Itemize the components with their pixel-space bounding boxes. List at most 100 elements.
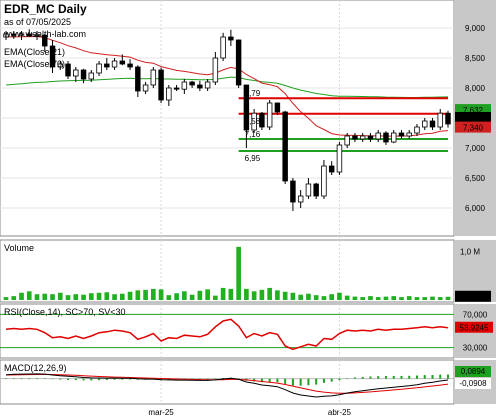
volume-bar <box>119 293 125 300</box>
volume-tick-label: 1,0 M <box>460 248 480 257</box>
macd-hist-bar <box>338 378 341 381</box>
macd-hist-bar <box>361 376 364 379</box>
macd-hist-bar <box>222 378 225 379</box>
chart-title: EDR_MC Daily <box>4 2 87 16</box>
candle-body <box>398 132 405 137</box>
volume-bar <box>368 296 373 300</box>
candle-body <box>367 135 374 140</box>
price-tick-label: 7,000 <box>465 144 486 153</box>
candle-body <box>220 36 226 59</box>
volume-bar <box>11 296 17 300</box>
volume-bar <box>135 290 141 300</box>
macd-hist-bar <box>98 378 101 381</box>
macd-hist-bar <box>415 375 418 379</box>
macd-hist-bar <box>167 378 170 380</box>
legend-ema-slow: EMA(Close,70) <box>4 59 65 69</box>
candle-body <box>150 69 157 86</box>
volume-bar <box>259 289 265 300</box>
volume-bar <box>313 295 319 300</box>
ema-slow-line <box>5 76 449 98</box>
price-tick-label: 8,500 <box>465 54 486 63</box>
macd-hist-bar <box>82 378 85 381</box>
candle-body <box>11 33 17 36</box>
volume-bar <box>19 292 24 300</box>
macd-hist-bar <box>90 378 93 381</box>
macd-line <box>5 373 449 398</box>
macd-hist-bar <box>384 376 387 379</box>
volume-bar <box>282 291 288 300</box>
candle-body <box>290 180 296 203</box>
macd-signal-line <box>5 373 449 394</box>
candle-body <box>259 112 265 128</box>
macd-hist-bar <box>198 378 201 380</box>
candle-body <box>297 195 304 203</box>
candle-body <box>445 112 451 125</box>
macd-hist-bar <box>36 378 39 379</box>
candle-body <box>42 34 48 47</box>
candle-body <box>328 165 335 173</box>
volume-bar <box>275 290 280 300</box>
volume-bar <box>34 294 40 300</box>
legend-ema-fast: EMA(Close,21) <box>4 47 65 57</box>
candle-body <box>26 33 32 37</box>
candle-body <box>228 36 234 41</box>
macd-hist-bar <box>284 378 287 384</box>
macd-hist-bar <box>423 375 426 379</box>
macd-hist-bar <box>74 378 77 381</box>
volume-panel-frame <box>0 239 455 303</box>
macd-hist-bar <box>129 378 132 380</box>
volume-bar <box>236 246 241 300</box>
macd-hist-bar <box>105 378 108 380</box>
macd-hist-bar <box>408 375 411 379</box>
level-annotation: 7,58 <box>245 117 261 126</box>
volume-bar <box>445 296 451 300</box>
candle-body <box>181 81 188 90</box>
volume-bar <box>406 296 412 300</box>
chart-source: www.wealth-lab.com <box>3 29 86 39</box>
candle-body <box>336 144 343 173</box>
volume-bar <box>414 297 420 300</box>
candle-body <box>204 81 211 89</box>
macd-hist-bar <box>276 378 279 383</box>
volume-bar <box>228 288 234 300</box>
rsi-tick-label: 70,000 <box>463 310 488 319</box>
volume-bar <box>57 292 63 300</box>
volume-bar <box>65 295 71 300</box>
candle-body <box>235 39 242 86</box>
date-tick-label: mar-25 <box>148 408 174 417</box>
last-value-tag <box>455 104 491 116</box>
macd-title: MACD(12,26,9) <box>4 363 67 373</box>
volume-bar <box>143 289 148 300</box>
volume-bar <box>104 292 110 300</box>
candle-body <box>321 165 327 197</box>
candle-body <box>127 63 133 68</box>
volume-bar <box>267 287 272 300</box>
volume-bar <box>391 296 397 300</box>
macd-hist-bar <box>12 378 15 379</box>
price-tick-label: 9,000 <box>465 24 486 33</box>
macd-hist-bar <box>330 378 333 382</box>
volume-bar <box>182 291 187 300</box>
macd-hist-bar <box>260 378 263 383</box>
candle-body <box>189 81 195 86</box>
volume-bar <box>437 297 443 300</box>
level-annotation: 7,16 <box>245 130 261 139</box>
candle-body <box>437 112 443 128</box>
macd-hist-bar <box>447 374 449 379</box>
macd-hist-bar <box>59 378 62 380</box>
volume-bar <box>96 292 102 300</box>
volume-last-tag <box>455 290 491 302</box>
macd-hist-bar <box>253 378 256 382</box>
macd-hist-bar <box>67 378 70 380</box>
volume-bar <box>244 288 249 300</box>
last-value-label: 7,500 <box>463 114 484 123</box>
volume-bar <box>26 291 32 300</box>
volume-bar <box>251 291 257 300</box>
date-tick-label: abr-25 <box>328 408 352 417</box>
candle-body <box>173 87 180 90</box>
candle-body <box>305 183 312 197</box>
volume-bar <box>220 287 226 300</box>
macd-hist-bar <box>377 376 380 379</box>
volume-bar <box>127 291 133 300</box>
macd-hist-bar <box>206 378 209 380</box>
